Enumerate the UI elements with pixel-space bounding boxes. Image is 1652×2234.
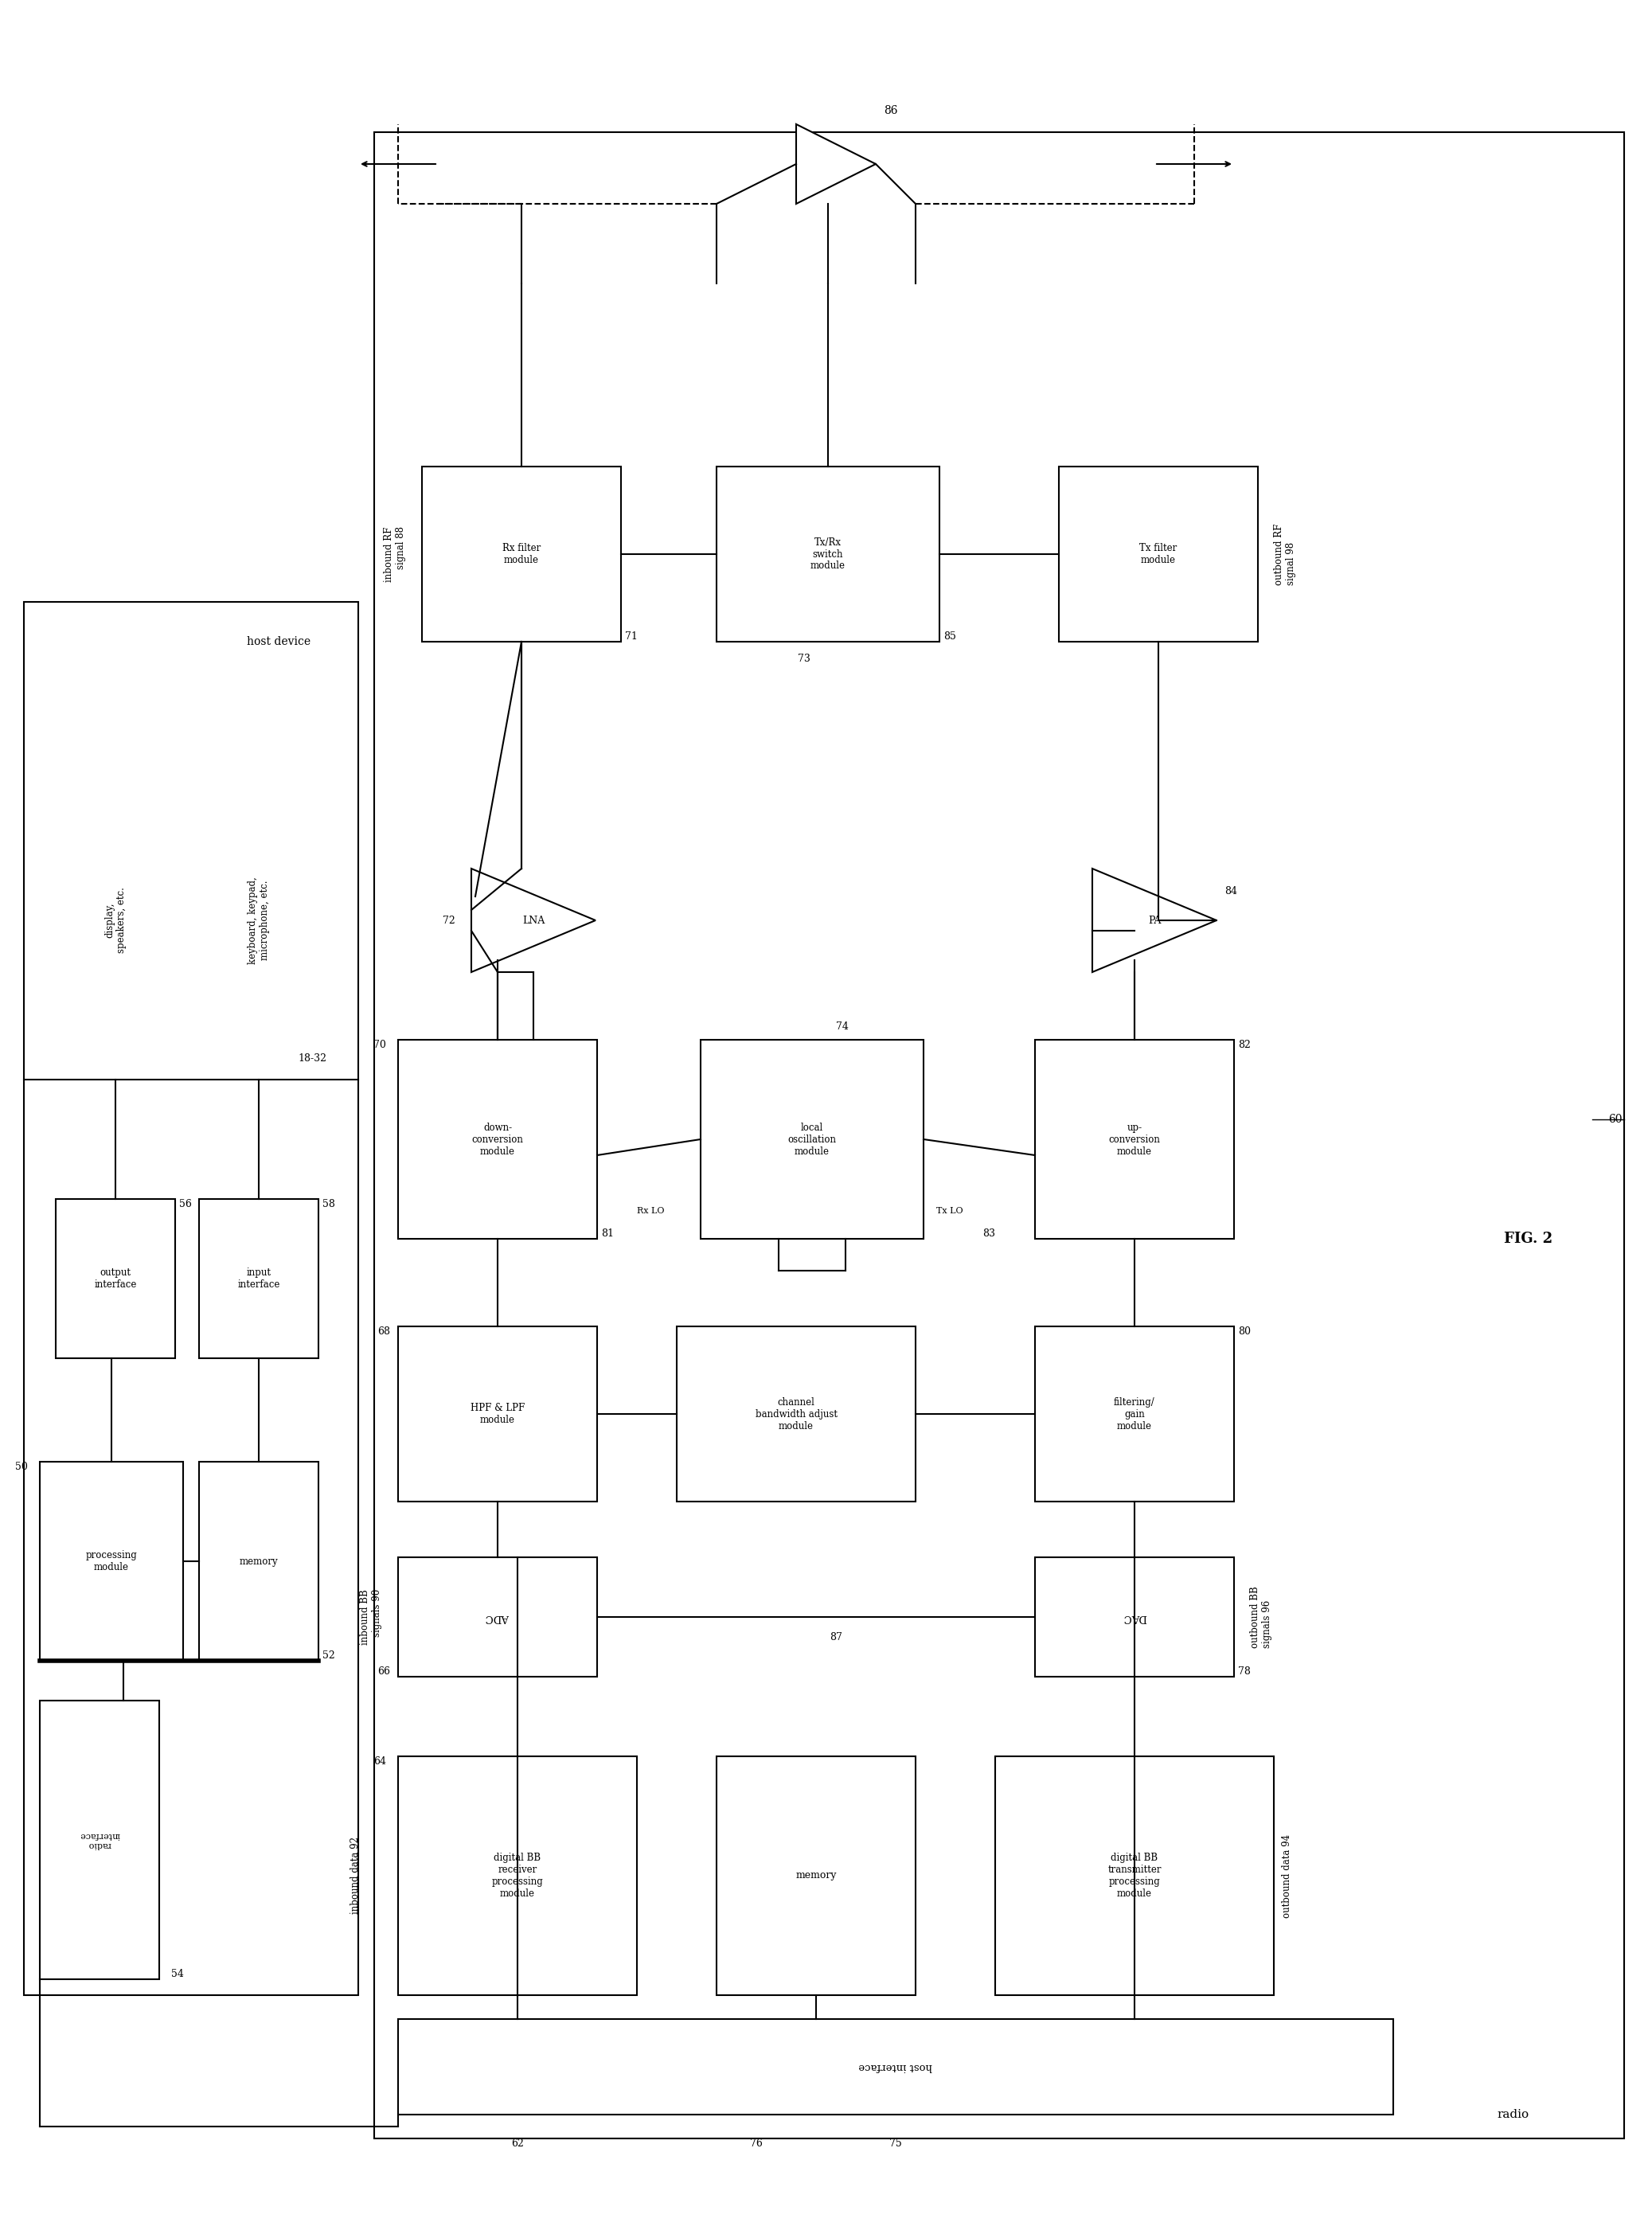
Text: 74: 74 [836, 1021, 849, 1032]
Bar [375, 132, 1624, 2138]
Text: 84: 84 [1224, 887, 1237, 896]
FancyBboxPatch shape [700, 1039, 923, 1240]
Bar [398, 1557, 596, 1678]
Text: 72: 72 [443, 916, 456, 925]
Text: host device: host device [246, 637, 311, 648]
Bar [23, 601, 358, 1995]
FancyBboxPatch shape [677, 1327, 915, 1501]
Text: 73: 73 [798, 655, 811, 663]
Text: 66: 66 [377, 1667, 390, 1678]
Text: 68: 68 [377, 1327, 390, 1336]
Text: filtering/
gain
module: filtering/ gain module [1113, 1396, 1155, 1432]
Text: 18-32: 18-32 [297, 1052, 327, 1063]
Text: 81: 81 [601, 1229, 615, 1240]
Text: 85: 85 [943, 632, 957, 641]
Polygon shape [471, 869, 595, 972]
Text: channel
bandwidth adjust
module: channel bandwidth adjust module [755, 1396, 838, 1432]
Text: display,
speakers, etc.: display, speakers, etc. [104, 887, 127, 954]
Text: FIG. 2: FIG. 2 [1505, 1231, 1553, 1247]
Text: input
interface: input interface [238, 1267, 279, 1289]
Bar [1036, 1557, 1234, 1678]
Text: HPF & LPF
module: HPF & LPF module [471, 1403, 525, 1425]
FancyBboxPatch shape [717, 467, 940, 641]
Text: 60: 60 [1607, 1115, 1622, 1126]
Text: host interface: host interface [859, 2062, 932, 2071]
Text: output
interface: output interface [94, 1267, 137, 1289]
FancyBboxPatch shape [56, 1200, 175, 1358]
Text: 82: 82 [1237, 1039, 1251, 1050]
Text: 76: 76 [750, 2138, 763, 2149]
Text: 71: 71 [624, 632, 638, 641]
Bar [398, 2020, 1393, 2116]
Text: down-
conversion
module: down- conversion module [472, 1121, 524, 1157]
Text: digital BB
transmitter
processing
module: digital BB transmitter processing module [1107, 1852, 1161, 1899]
Text: inbound data 92: inbound data 92 [350, 1836, 360, 1915]
Text: Rx filter
module: Rx filter module [502, 543, 540, 565]
FancyBboxPatch shape [995, 1756, 1274, 1995]
Text: keyboard, keypad,
microphone, etc.: keyboard, keypad, microphone, etc. [248, 876, 269, 965]
Text: memory: memory [796, 1870, 836, 1881]
Text: outbound data 94: outbound data 94 [1282, 1834, 1292, 1917]
FancyBboxPatch shape [1036, 1039, 1234, 1240]
Text: outbound RF
signal 98: outbound RF signal 98 [1274, 523, 1297, 585]
Text: Tx filter
module: Tx filter module [1140, 543, 1178, 565]
Text: inbound RF
signal 88: inbound RF signal 88 [383, 527, 406, 581]
Polygon shape [796, 125, 876, 203]
Text: ADC: ADC [486, 1611, 510, 1622]
Text: up-
conversion
module: up- conversion module [1108, 1121, 1160, 1157]
Text: Rx LO: Rx LO [638, 1206, 664, 1215]
Text: 58: 58 [322, 1200, 335, 1209]
FancyBboxPatch shape [1059, 467, 1257, 641]
Text: radio
interface: radio interface [79, 1832, 119, 1848]
Polygon shape [1092, 869, 1216, 972]
Text: Tx/Rx
switch
module: Tx/Rx switch module [811, 536, 846, 572]
FancyBboxPatch shape [198, 1200, 319, 1358]
Text: 50: 50 [15, 1461, 28, 1472]
Text: 80: 80 [1237, 1327, 1251, 1336]
Text: local
oscillation
module: local oscillation module [788, 1121, 836, 1157]
Text: 87: 87 [829, 1631, 843, 1642]
FancyBboxPatch shape [1036, 1327, 1234, 1501]
FancyBboxPatch shape [398, 1327, 596, 1501]
FancyBboxPatch shape [398, 1039, 596, 1240]
Text: 86: 86 [884, 105, 897, 116]
FancyBboxPatch shape [40, 1461, 183, 1660]
Text: PA: PA [1148, 916, 1161, 925]
FancyBboxPatch shape [198, 1461, 319, 1660]
Text: 75: 75 [889, 2138, 902, 2149]
Text: 52: 52 [322, 1651, 335, 1660]
Text: 62: 62 [510, 2138, 524, 2149]
Text: Tx LO: Tx LO [937, 1206, 963, 1215]
Text: radio: radio [1497, 2109, 1528, 2120]
Text: outbound BB
signals 96: outbound BB signals 96 [1251, 1586, 1272, 1649]
Text: inbound BB
signals 90: inbound BB signals 90 [360, 1588, 382, 1644]
Text: 56: 56 [178, 1200, 192, 1209]
Text: processing
module: processing module [86, 1550, 137, 1573]
Text: DAC: DAC [1122, 1611, 1146, 1622]
Text: 70: 70 [373, 1039, 387, 1050]
Text: LNA: LNA [522, 916, 545, 925]
FancyBboxPatch shape [398, 1756, 638, 1995]
Text: 64: 64 [373, 1756, 387, 1767]
Bar [40, 1700, 159, 1979]
Text: 83: 83 [983, 1229, 995, 1240]
Text: digital BB
receiver
processing
module: digital BB receiver processing module [492, 1852, 544, 1899]
Text: 78: 78 [1237, 1667, 1251, 1678]
Text: 54: 54 [172, 1968, 183, 1979]
FancyBboxPatch shape [717, 1756, 915, 1995]
Text: memory: memory [240, 1557, 278, 1566]
FancyBboxPatch shape [421, 467, 621, 641]
